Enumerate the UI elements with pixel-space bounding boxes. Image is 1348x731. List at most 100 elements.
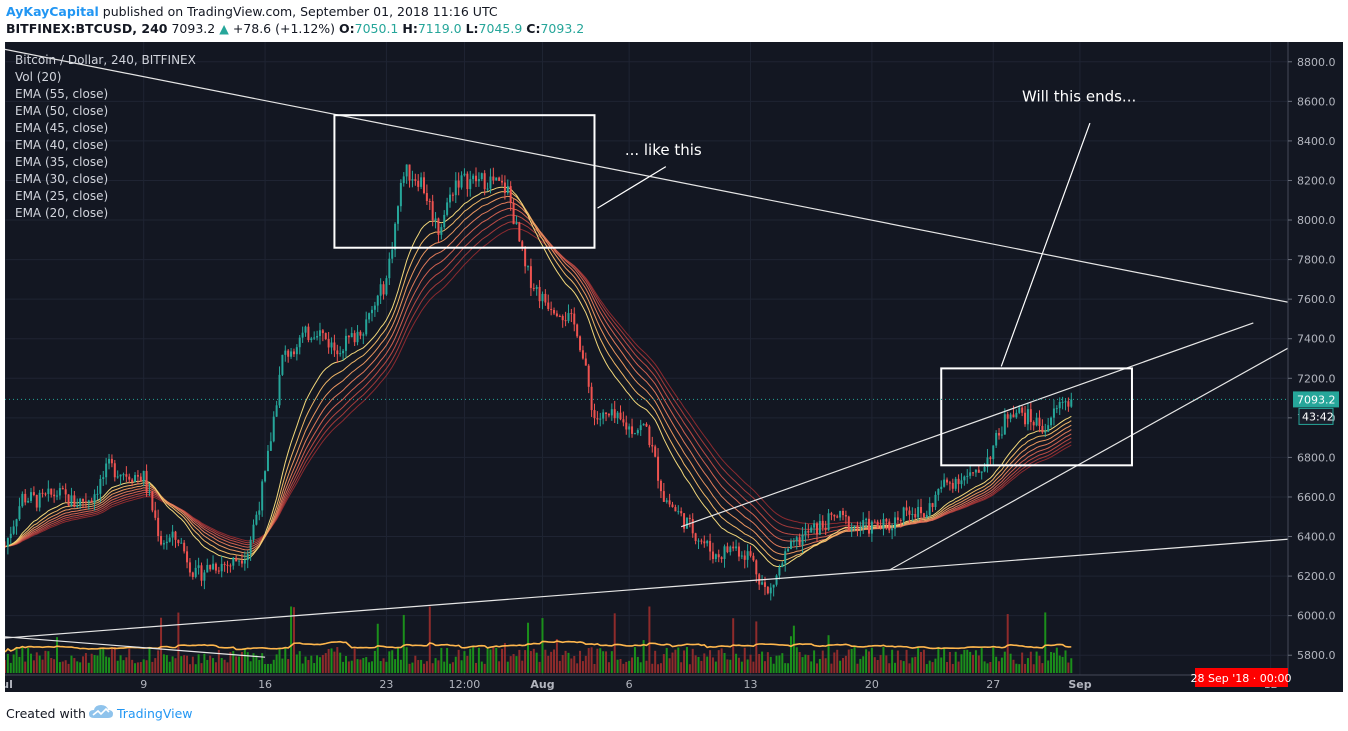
candle-body xyxy=(240,560,243,564)
candle-body xyxy=(434,218,437,221)
volume-bar xyxy=(870,647,873,673)
time-tick-label: 9 xyxy=(140,678,147,691)
volume-bar xyxy=(136,662,139,673)
volume-bar xyxy=(460,660,463,673)
legend-ema-20[interactable]: EMA (20, close) xyxy=(15,206,109,220)
volume-bar xyxy=(327,648,330,673)
volume-bar xyxy=(342,661,345,673)
volume-bar xyxy=(194,664,197,673)
candle-body xyxy=(735,546,738,549)
candle-body xyxy=(784,551,787,564)
volume-bar xyxy=(824,658,827,673)
candle-body xyxy=(292,351,295,355)
volume-bar xyxy=(281,658,284,673)
volume-ma-line xyxy=(5,640,1072,653)
candle-body xyxy=(746,551,749,560)
candle-body xyxy=(6,538,9,547)
candle-body xyxy=(596,418,599,420)
candle-body xyxy=(466,173,469,190)
legend-ema-35[interactable]: EMA (35, close) xyxy=(15,155,109,169)
candle-body xyxy=(850,527,853,531)
volume-bar xyxy=(844,655,847,673)
volume-bar xyxy=(168,661,171,673)
legend-ema-45[interactable]: EMA (45, close) xyxy=(15,121,109,135)
candle-body xyxy=(99,478,102,494)
candle-body xyxy=(191,572,194,577)
volume-bar xyxy=(102,648,105,673)
volume-bar xyxy=(654,650,657,673)
legend-volume[interactable]: Vol (20) xyxy=(15,70,62,84)
volume-bar xyxy=(203,653,206,673)
legend-ema-30[interactable]: EMA (30, close) xyxy=(15,172,109,186)
candle-body xyxy=(342,350,345,354)
candle-body xyxy=(449,194,452,203)
candle-body xyxy=(333,342,336,351)
volume-bar xyxy=(226,662,229,673)
tradingview-link[interactable]: TradingView xyxy=(117,706,193,721)
volume-bar xyxy=(41,659,44,673)
volume-bar xyxy=(636,656,639,673)
legend-ema-25[interactable]: EMA (25, close) xyxy=(15,189,109,203)
candle-body xyxy=(420,177,423,187)
chart-pane[interactable]: ... like this Will this ends... 8800.0 8600… xyxy=(5,42,1343,692)
candle-body xyxy=(737,546,740,557)
volume-bar xyxy=(555,639,558,673)
candle-body xyxy=(15,519,18,527)
volume-bar xyxy=(720,648,723,673)
volume-bar xyxy=(651,663,654,673)
volume-bar xyxy=(561,655,564,673)
price-chart-svg[interactable]: ... like this Will this ends... 8800.0 8600… xyxy=(5,42,1343,692)
legend-ema-50[interactable]: EMA (50, close) xyxy=(15,104,109,118)
price-tick-label: 6800.0 xyxy=(1297,451,1336,464)
volume-bar xyxy=(633,647,636,673)
candle-body xyxy=(934,494,937,508)
price-tick-label: 7600.0 xyxy=(1297,293,1336,306)
volume-bar xyxy=(249,661,252,673)
volume-bar xyxy=(899,660,902,673)
candle-body xyxy=(396,206,399,224)
candle-body xyxy=(278,374,281,406)
volume-bar xyxy=(457,649,460,673)
candle-body xyxy=(587,365,590,387)
volume-bar xyxy=(544,649,547,673)
volume-bar xyxy=(668,658,671,673)
legend-ema-40[interactable]: EMA (40, close) xyxy=(15,138,109,152)
volume-bar xyxy=(645,660,648,673)
volume-bar xyxy=(162,654,165,673)
volume-bar xyxy=(711,657,714,673)
volume-bar xyxy=(151,661,154,673)
candle-body xyxy=(810,527,813,533)
candle-body xyxy=(134,475,137,482)
volume-bar xyxy=(437,660,440,673)
legend-ema-55[interactable]: EMA (55, close) xyxy=(15,87,109,101)
volume-bar xyxy=(188,664,191,673)
volume-bar xyxy=(24,661,27,673)
volume-bar xyxy=(740,661,743,673)
volume-bar xyxy=(1044,612,1047,673)
volume-bar xyxy=(610,651,613,673)
author-link[interactable]: AyKayCapital xyxy=(6,4,99,19)
volume-bar xyxy=(735,653,738,673)
candle-body xyxy=(226,564,229,566)
candle-body xyxy=(379,284,382,296)
candle-body xyxy=(116,476,119,478)
volume-bar xyxy=(940,657,943,673)
volume-bar xyxy=(914,656,917,673)
volume-bar xyxy=(301,663,304,673)
candle-body xyxy=(847,516,850,531)
candle-body xyxy=(781,563,784,568)
volume-bar xyxy=(579,650,582,673)
volume-bar xyxy=(186,655,189,673)
candle-body xyxy=(194,567,197,577)
candle-body xyxy=(84,501,87,503)
symbol-line: BITFINEX:BTCUSD, 240 7093.2 ▲ +78.6 (+1.… xyxy=(6,21,584,36)
volume-bar xyxy=(1032,664,1035,673)
candle-body xyxy=(1038,417,1041,426)
volume-bar xyxy=(79,662,82,673)
volume-bar xyxy=(1015,663,1018,673)
candle-body xyxy=(301,332,304,338)
candle-body xyxy=(220,563,223,572)
candle-body xyxy=(281,354,284,375)
volume-bar xyxy=(972,654,975,673)
candle-body xyxy=(1003,414,1006,435)
